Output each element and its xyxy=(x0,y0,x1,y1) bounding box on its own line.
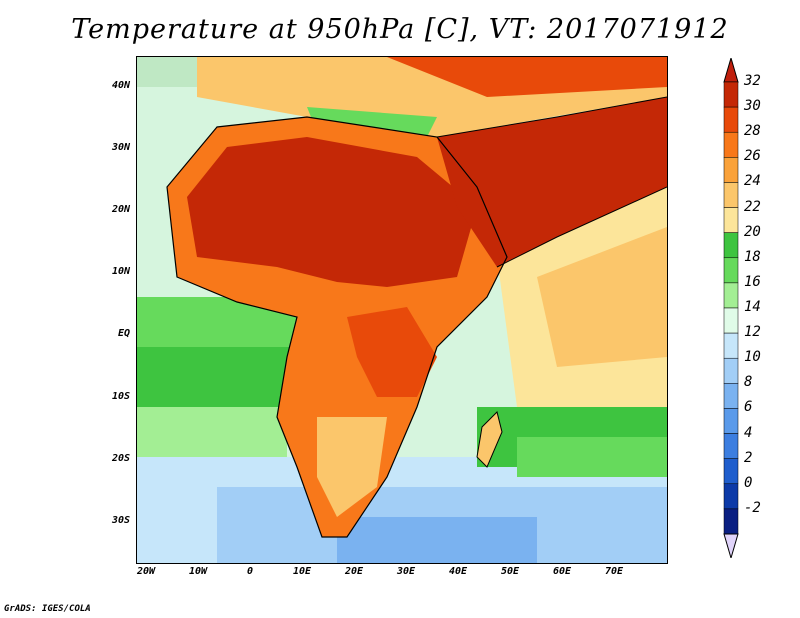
colorbar-level-label: 4 xyxy=(744,424,753,441)
colorbar-level-label: 0 xyxy=(744,474,753,491)
x-label-40e: 40E xyxy=(448,566,468,577)
colorbar-swatch xyxy=(723,157,739,183)
x-label-60e: 60E xyxy=(552,566,572,577)
x-label-10e: 10E xyxy=(292,566,312,577)
y-label-10s: 10S xyxy=(111,391,130,402)
x-label-10w: 10W xyxy=(188,566,208,577)
colorbar-swatch xyxy=(723,408,739,434)
colorbar-swatch xyxy=(723,81,739,108)
y-label-40n: 40N xyxy=(111,80,130,91)
colorbar-swatch xyxy=(723,458,739,485)
map-title: Temperature at 950hPa [C], VT: 201707191… xyxy=(71,14,729,45)
colorbar-bottom-triangle xyxy=(723,533,739,558)
colorbar-swatch xyxy=(723,131,739,158)
colorbar-swatch xyxy=(723,433,739,459)
colorbar-level-label: -2 xyxy=(744,499,761,516)
colorbar-swatch xyxy=(723,383,739,409)
y-label-eq: EQ xyxy=(117,328,130,339)
colorbar-level-label: 24 xyxy=(744,173,761,190)
colorbar-level-label: 32 xyxy=(744,73,761,89)
y-label-20n: 20N xyxy=(111,204,130,215)
map-field xyxy=(137,57,667,563)
colorbar-level-label: 22 xyxy=(744,198,761,215)
x-label-50e: 50E xyxy=(500,566,520,577)
colorbar-swatch xyxy=(723,182,739,208)
x-label-0: 0 xyxy=(246,566,254,577)
x-label-20e: 20E xyxy=(344,566,364,577)
x-label-70e: 70E xyxy=(604,566,624,577)
colorbar xyxy=(723,58,739,558)
colorbar-level-label: 18 xyxy=(744,248,761,265)
colorbar-level-label: 2 xyxy=(744,449,753,466)
colorbar-swatch xyxy=(723,332,739,359)
y-label-20s: 20S xyxy=(111,453,130,464)
x-label-30e: 30E xyxy=(396,566,416,577)
colorbar-swatch xyxy=(723,207,739,233)
credit-text: GrADS: IGES/COLA xyxy=(4,604,91,614)
colorbar-top-triangle xyxy=(723,58,739,83)
y-label-30n: 30N xyxy=(111,142,130,153)
colorbar-swatch xyxy=(723,257,739,284)
colorbar-level-label: 28 xyxy=(744,123,761,140)
colorbar-level-label: 10 xyxy=(744,349,761,366)
colorbar-level-label: 20 xyxy=(744,223,761,240)
colorbar-swatch xyxy=(723,232,739,259)
colorbar-level-label: 12 xyxy=(744,324,761,341)
colorbar-swatch xyxy=(723,483,739,510)
colorbar-level-label: 8 xyxy=(744,374,753,391)
colorbar-level-label: 26 xyxy=(744,148,761,165)
colorbar-swatch xyxy=(723,282,739,309)
colorbar-level-label: 6 xyxy=(744,399,753,416)
colorbar-swatch xyxy=(723,508,739,535)
colorbar-level-label: 14 xyxy=(744,299,761,315)
colorbar-swatch xyxy=(723,357,739,384)
y-label-10n: 10N xyxy=(111,266,130,277)
y-label-30s: 30S xyxy=(111,515,130,526)
colorbar-swatch xyxy=(723,106,739,133)
temperature-map xyxy=(136,56,668,564)
x-label-20w: 20W xyxy=(136,566,156,577)
colorbar-level-label: 30 xyxy=(744,98,761,115)
colorbar-level-label: 16 xyxy=(744,273,761,290)
colorbar-swatch xyxy=(723,307,739,334)
